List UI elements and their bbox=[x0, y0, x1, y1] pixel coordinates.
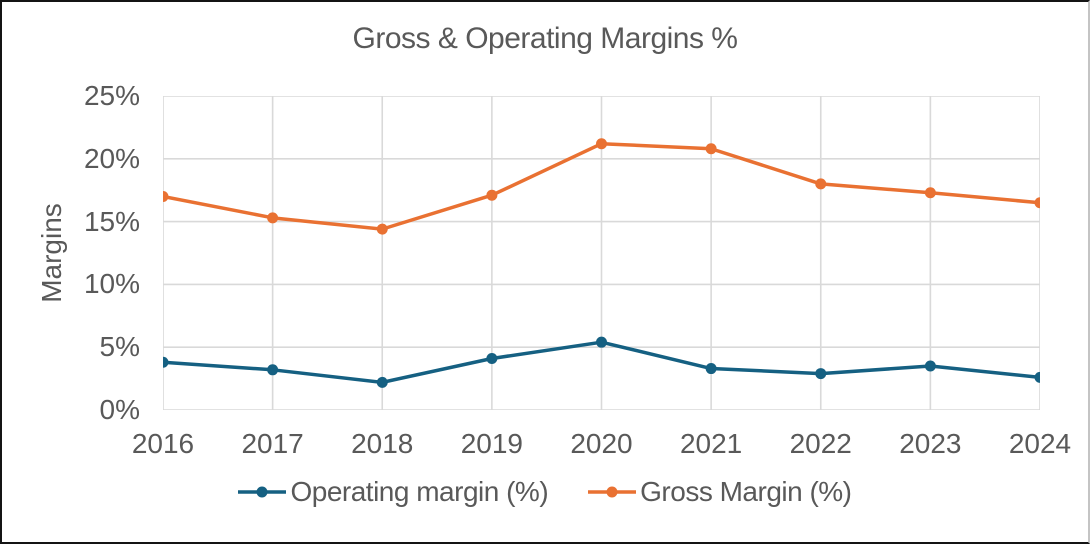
x-tick-label: 2019 bbox=[460, 428, 524, 459]
chart-legend: Operating margin (%) Gross Margin (%) bbox=[2, 476, 1088, 508]
data-point-marker bbox=[705, 143, 717, 155]
data-point-marker bbox=[1034, 371, 1046, 383]
y-tick-label: 20% bbox=[83, 142, 140, 174]
data-point-marker bbox=[486, 353, 498, 365]
x-tick-label: 2021 bbox=[679, 428, 743, 459]
y-tick-label: 5% bbox=[99, 331, 140, 363]
data-point-marker bbox=[157, 356, 169, 368]
data-point-marker bbox=[815, 178, 827, 190]
data-point-marker bbox=[596, 336, 607, 348]
legend-item: Gross Margin (%) bbox=[588, 476, 852, 508]
data-point-marker bbox=[924, 360, 936, 372]
data-point-marker bbox=[924, 187, 936, 199]
legend-line-marker-icon bbox=[588, 486, 637, 498]
y-tick-label: 0% bbox=[99, 394, 140, 425]
x-tick-label: 2022 bbox=[789, 428, 852, 459]
data-point-marker bbox=[596, 138, 607, 150]
plot-area bbox=[157, 95, 1046, 411]
legend-label: Operating margin (%) bbox=[290, 476, 549, 507]
data-point-marker bbox=[486, 189, 498, 201]
x-tick-label: 2023 bbox=[899, 428, 962, 459]
data-point-marker bbox=[1034, 197, 1046, 209]
data-point-marker bbox=[376, 223, 388, 235]
x-tick-label: 2016 bbox=[131, 428, 195, 459]
data-point-marker bbox=[376, 376, 388, 388]
x-tick-label: 2024 bbox=[1008, 428, 1072, 459]
data-point-marker bbox=[267, 212, 279, 224]
data-point-marker bbox=[815, 368, 827, 380]
chart-title: Gross & Operating Margins % bbox=[352, 22, 738, 55]
data-point-marker bbox=[705, 363, 717, 375]
plot-svg bbox=[157, 95, 1046, 411]
legend-line-marker-icon bbox=[238, 486, 287, 498]
data-point-marker bbox=[157, 190, 169, 202]
data-point-marker bbox=[267, 364, 279, 376]
x-tick-label: 2018 bbox=[351, 428, 414, 459]
y-tick-label: 15% bbox=[83, 205, 140, 237]
legend-item: Operating margin (%) bbox=[238, 476, 549, 508]
x-tick-label: 2017 bbox=[241, 428, 304, 459]
y-axis-tick-labels: 0% 5% 10% 15% 20% 25% bbox=[2, 2, 140, 542]
y-tick-label: 25% bbox=[83, 80, 140, 111]
x-axis-tick-labels: 2016 2017 2018 2019 2020 2021 2022 2023 2024 bbox=[132, 428, 1071, 464]
y-tick-label: 10% bbox=[83, 268, 140, 300]
legend-label: Gross Margin (%) bbox=[640, 476, 852, 507]
x-tick-label: 2020 bbox=[570, 428, 633, 459]
